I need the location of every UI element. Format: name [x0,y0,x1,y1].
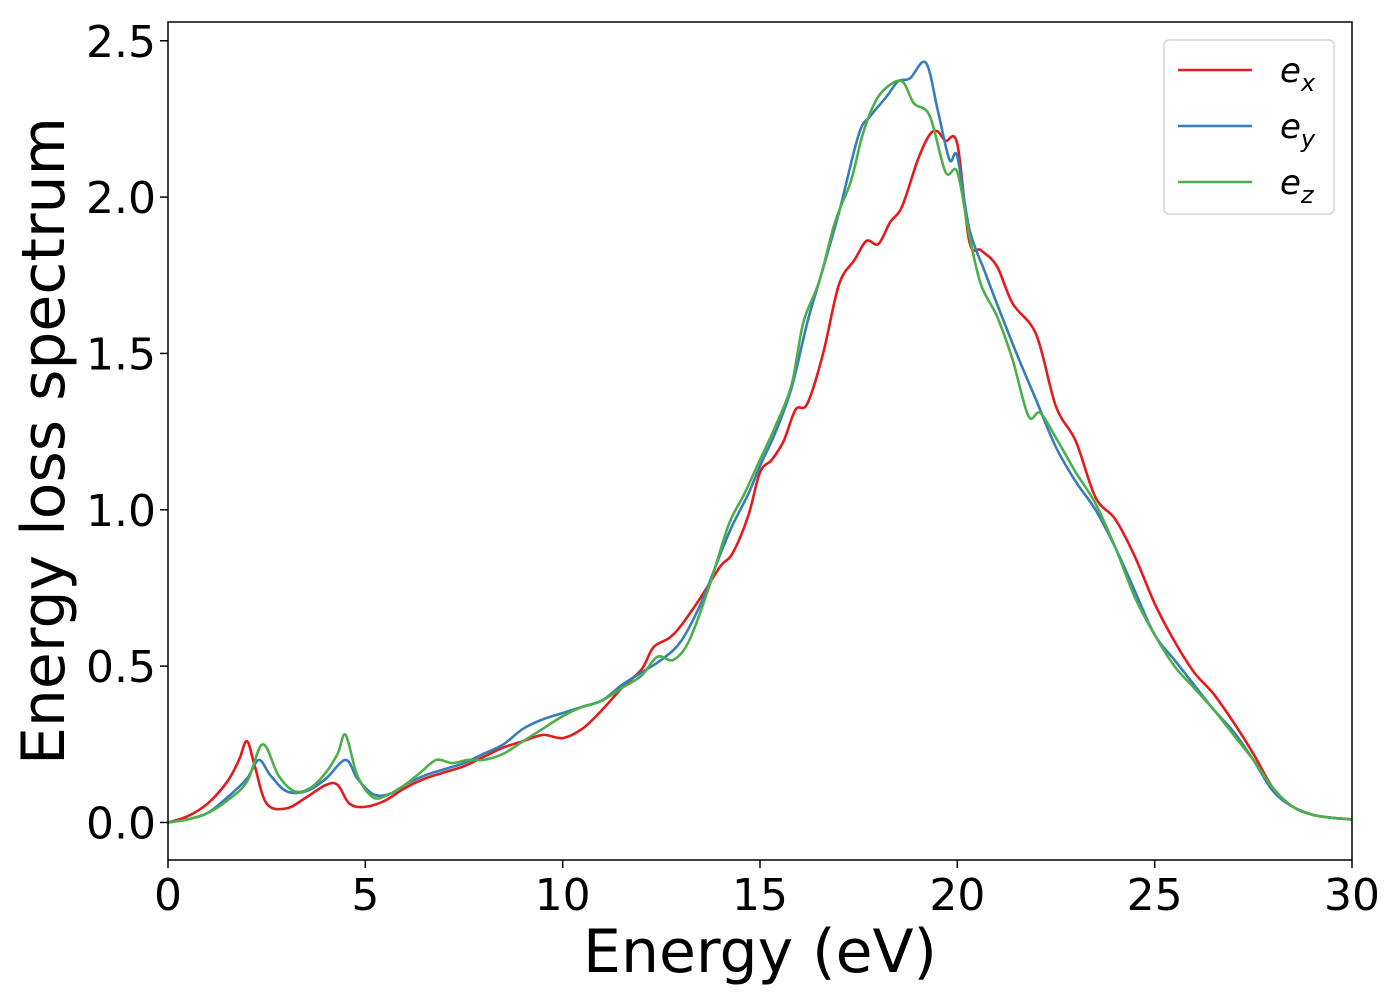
x-axis-title: Energy (eV) [583,917,937,987]
y-tick-label: 0.0 [86,798,156,849]
y-axis-title: Energy loss spectrum [9,117,79,765]
series-line-ex [168,129,1352,824]
x-tick-label: 15 [732,870,788,921]
y-tick-label: 2.0 [86,173,156,224]
x-tick-label: 5 [351,870,379,921]
x-tick-label: 10 [535,870,591,921]
x-tick-label: 30 [1324,870,1380,921]
x-tick-label: 0 [154,870,182,921]
legend-label-ex: ex [1280,51,1316,97]
y-tick-label: 1.5 [86,329,156,380]
y-tick-label: 1.0 [86,486,156,537]
curves-layer [168,60,1352,824]
y-tick-label: 2.5 [86,17,156,68]
ticks-layer: 0 5 10 15 20 25 30 0.0 0.5 1.0 1.5 2.0 2.5 [86,17,1380,921]
series-line-ez [168,79,1352,824]
x-tick-label: 20 [929,870,985,921]
x-tick-label: 25 [1127,870,1183,921]
y-tick-label: 0.5 [86,642,156,693]
